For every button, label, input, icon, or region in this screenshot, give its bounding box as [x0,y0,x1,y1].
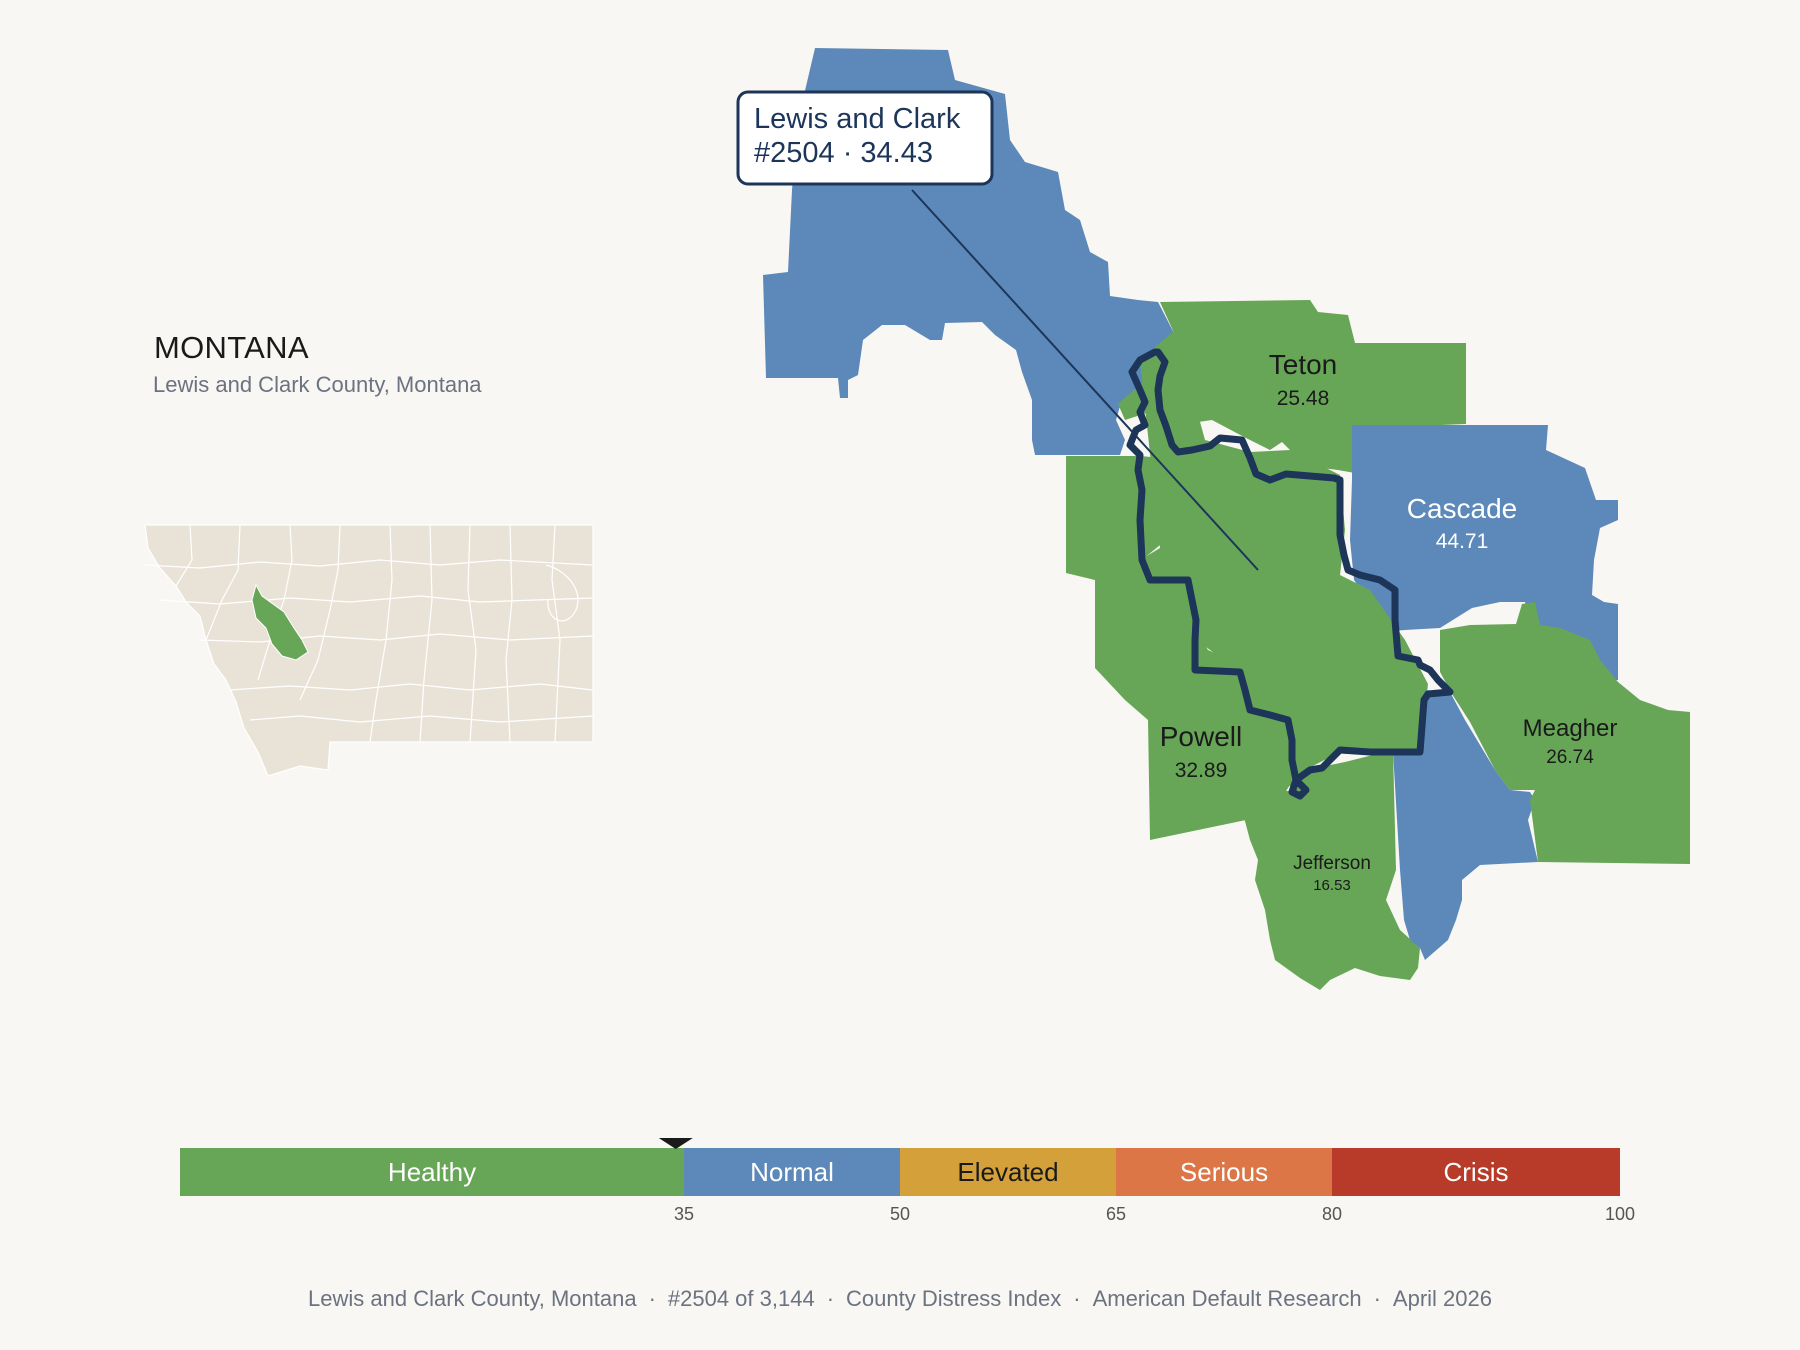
legend-label-elevated: Elevated [957,1157,1058,1187]
county-powell[interactable] [1066,456,1290,840]
footer-county: Lewis and Clark County, Montana [308,1286,637,1311]
legend-band-crisis [1332,1148,1620,1196]
callout-leader-line [911,189,1259,571]
legend-marker [658,1138,693,1149]
inset-highlight-county [251,583,309,661]
footer-separator: · [1073,1286,1081,1311]
county-labels: Teton 25.48 Cascade 44.71 Powell 32.89 M… [1160,349,1618,894]
highlighted-county-outline [1126,348,1454,800]
legend-band-serious [1116,1148,1332,1196]
legend-tick-label: 35 [674,1204,694,1224]
label-jefferson-value: 16.53 [1313,877,1351,894]
county-shapes [763,48,1690,990]
legend-tick-label: 100 [1605,1204,1635,1224]
legend-label-crisis: Crisis [1444,1157,1509,1187]
label-powell-value: 32.89 [1175,759,1228,782]
footer-separator: · [1373,1286,1381,1311]
legend-band-normal [684,1148,900,1196]
footer-separator: · [648,1286,656,1311]
label-jefferson-name: Jefferson [1293,853,1371,874]
legend-tick-label: 65 [1106,1204,1126,1224]
callout-title: Lewis and Clark [754,103,961,135]
label-cascade-name: Cascade [1407,493,1518,524]
state-inset-map [144,524,594,777]
label-teton-name: Teton [1269,349,1338,380]
legend-label-serious: Serious [1180,1157,1268,1187]
callout-box [736,90,994,186]
distress-legend: Healthy Normal Elevated Serious Crisis 35 50 65… [180,1138,1635,1224]
inset-state-shape [144,524,594,777]
footer: Lewis and Clark County, Montana · #2504 of… [0,1286,1800,1312]
label-meagher-name: Meagher [1523,715,1618,742]
label-teton-value: 25.48 [1277,387,1330,410]
legend-tick-label: 50 [890,1204,910,1224]
label-powell-name: Powell [1160,721,1242,752]
label-meagher-value: 26.74 [1546,747,1594,768]
footer-source: American Default Research [1092,1286,1362,1311]
county-meagher[interactable] [1440,602,1690,864]
footer-rank: #2504 of 3,144 [667,1286,815,1311]
county-callout: Lewis and Clark #2504 · 34.43 [736,90,994,186]
footer-date: April 2026 [1392,1286,1492,1311]
legend-label-normal: Normal [750,1157,834,1187]
legend-band-elevated [900,1148,1116,1196]
state-title: MONTANA [154,330,309,365]
legend-band-healthy [180,1148,684,1196]
county-jefferson[interactable] [1242,750,1420,990]
legend-tick-label: 80 [1322,1204,1342,1224]
footer-separator: · [826,1286,835,1311]
legend-label-healthy: Healthy [388,1157,476,1187]
callout-rank-value: #2504 · 34.43 [754,137,933,169]
county-broadwater[interactable] [1393,690,1538,960]
state-subtitle: Lewis and Clark County, Montana [153,372,482,397]
label-cascade-value: 44.71 [1436,530,1489,553]
inset-county-lines [144,524,594,743]
county-cascade[interactable] [1350,425,1618,680]
footer-index-name: County Distress Index [846,1286,1062,1311]
